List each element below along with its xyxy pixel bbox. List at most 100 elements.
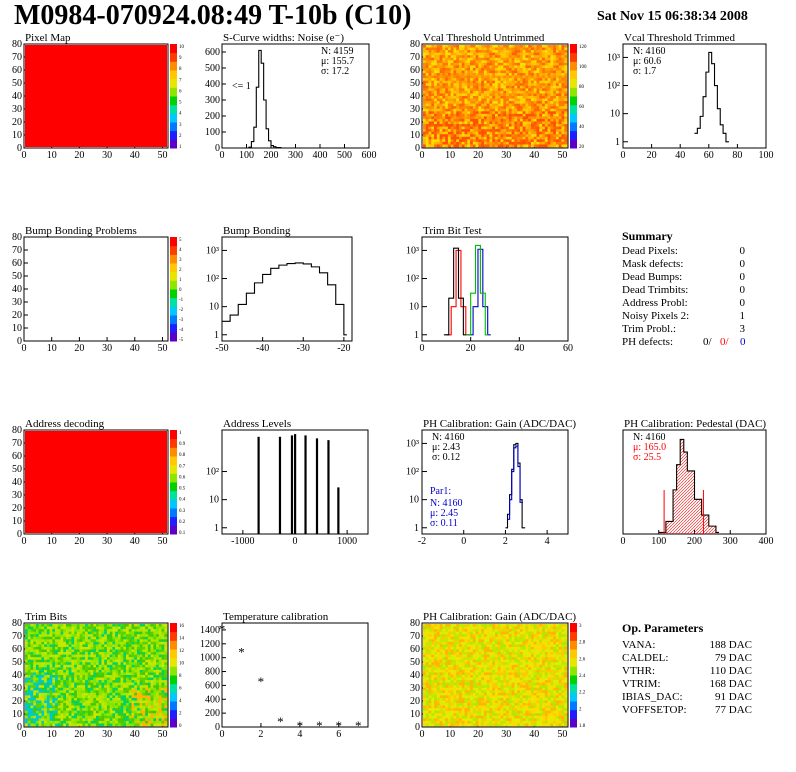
heatmap-cell xyxy=(68,687,72,691)
heatmap-cell xyxy=(164,659,168,663)
heatmap-cell xyxy=(500,103,504,107)
heatmap-cell xyxy=(46,669,50,673)
color-bar-cell xyxy=(570,701,577,711)
heatmap-cell xyxy=(464,124,468,127)
heatmap-cell xyxy=(519,126,523,130)
heatmap-cell xyxy=(431,692,435,696)
heatmap-cell xyxy=(139,664,143,668)
heatmap-cell xyxy=(481,73,485,76)
heatmap-cell xyxy=(434,680,438,683)
heatmap-cell xyxy=(517,129,521,132)
heatmap-cell xyxy=(442,631,446,635)
heatmap-cell xyxy=(564,55,568,59)
heatmap-cell xyxy=(447,98,451,102)
heatmap-cell xyxy=(481,101,485,104)
heatmap-cell xyxy=(120,629,124,632)
heatmap-cell xyxy=(25,710,29,714)
heatmap-cell xyxy=(464,126,468,130)
heatmap-cell xyxy=(44,664,48,668)
heatmap-cell xyxy=(164,703,168,706)
heatmap-cell xyxy=(467,78,471,81)
heatmap-cell xyxy=(506,45,510,48)
heatmap-cell xyxy=(134,708,138,711)
heatmap-cell xyxy=(481,45,485,48)
heatmap-cell xyxy=(425,124,429,127)
heatmap-cell xyxy=(123,720,127,724)
heatmap-cell xyxy=(511,101,515,104)
heatmap-cell xyxy=(87,646,91,650)
heatmap-cell xyxy=(528,106,532,110)
heatmap-cell xyxy=(423,116,427,120)
heatmap-cell xyxy=(128,657,132,660)
heatmap-cell xyxy=(123,697,127,701)
heatmap-cell xyxy=(57,659,61,663)
heatmap-cell xyxy=(76,680,80,683)
heatmap-cell xyxy=(514,73,518,76)
color-bar-cell xyxy=(170,96,177,106)
heatmap-cell xyxy=(445,88,449,92)
heatmap-cell xyxy=(65,720,69,724)
color-bar-cell xyxy=(170,245,177,255)
color-bar-label: 0.2 xyxy=(179,520,186,525)
heatmap-cell xyxy=(431,93,435,97)
heatmap-cell xyxy=(555,67,559,71)
heatmap-cell xyxy=(428,708,432,711)
heatmap-cell xyxy=(79,649,83,653)
x-tick-label: 60 xyxy=(563,343,573,354)
heatmap-cell xyxy=(447,139,451,143)
heatmap-cell xyxy=(464,111,468,115)
heatmap-cell xyxy=(472,108,476,112)
heatmap-cell xyxy=(115,715,119,719)
heatmap-cell xyxy=(558,57,562,61)
heatmap-cell xyxy=(147,708,151,711)
heatmap-cell xyxy=(436,715,440,719)
heatmap-cell xyxy=(508,50,512,53)
heatmap-cell xyxy=(52,634,56,638)
heatmap-cell xyxy=(115,629,119,632)
y-tick-label: 100 xyxy=(205,127,220,138)
heatmap-cell xyxy=(461,106,465,110)
heatmap-cell xyxy=(445,108,449,112)
heatmap-cell xyxy=(60,659,64,663)
heatmap-cell xyxy=(555,116,559,120)
heatmap-cell xyxy=(428,113,432,117)
heatmap-cell xyxy=(115,708,119,711)
heatmap-cell xyxy=(553,80,557,84)
heatmap-cell xyxy=(30,646,34,650)
heatmap-cell xyxy=(87,659,91,663)
heatmap-cell xyxy=(495,80,499,84)
heatmap-cell xyxy=(76,723,80,727)
heatmap-cell xyxy=(85,629,89,632)
heatmap-cell xyxy=(128,700,132,704)
heatmap-cell xyxy=(134,723,138,727)
color-bar-label: 2.4 xyxy=(579,674,586,679)
heatmap-cell xyxy=(428,687,432,691)
heatmap-cell xyxy=(525,113,529,117)
heatmap-cell xyxy=(153,682,157,686)
heatmap-cell xyxy=(139,710,143,714)
heatmap-cell xyxy=(109,629,113,632)
heatmap-cell xyxy=(431,687,435,691)
heatmap-cell xyxy=(547,131,551,135)
heatmap-cell xyxy=(164,646,168,650)
heatmap-cell xyxy=(431,80,435,84)
heatmap-cell xyxy=(522,70,526,74)
x-tick-label: 2 xyxy=(503,536,508,547)
heatmap-cell xyxy=(434,682,438,686)
heatmap-cell xyxy=(139,669,143,673)
heatmap-cell xyxy=(68,649,72,653)
heatmap-cell xyxy=(90,692,94,696)
heatmap-cell xyxy=(41,697,45,701)
heatmap-cell xyxy=(35,636,39,640)
heatmap-cell xyxy=(531,45,535,48)
heatmap-cell xyxy=(544,45,548,48)
heatmap-cell xyxy=(52,631,56,635)
heatmap-cell xyxy=(123,639,127,643)
heatmap-cell xyxy=(450,113,454,117)
heatmap-cell xyxy=(117,662,121,666)
heatmap-cell xyxy=(434,65,438,69)
heatmap-cell xyxy=(79,677,83,681)
heatmap-cell xyxy=(439,126,443,130)
color-bar-cell xyxy=(170,631,177,641)
heatmap-cell xyxy=(511,57,515,61)
